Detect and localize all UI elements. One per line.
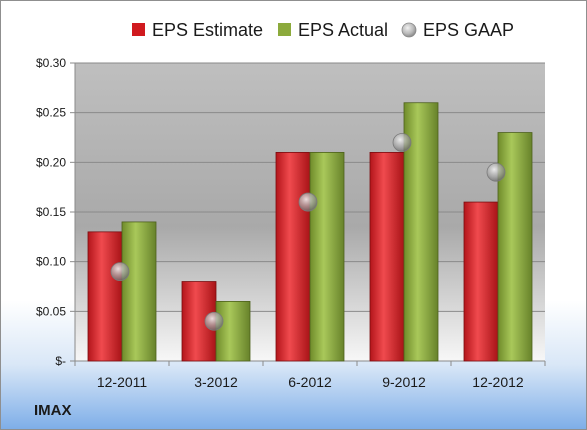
x-category-label: 12-2012 — [472, 374, 524, 390]
y-tick-label: $0.10 — [36, 255, 66, 269]
eps-estimate-bar — [275, 151, 311, 362]
y-tick-label: $- — [55, 354, 66, 368]
eps-actual-bar — [215, 300, 251, 362]
legend-label: EPS GAAP — [423, 20, 514, 40]
plot-area: $- $0.05 $0.10 $0.15 $0.20 $0.25 $0.30 12-2011 3… — [36, 56, 546, 390]
y-tick-label: $0.25 — [36, 106, 66, 120]
y-tick-label: $0.05 — [36, 304, 66, 318]
eps-estimate-bar — [463, 201, 499, 362]
eps-gaap-marker — [204, 311, 224, 331]
eps-gaap-marker — [392, 133, 412, 152]
y-tick-label: $0.30 — [36, 56, 66, 70]
x-category-label: 3-2012 — [194, 374, 238, 390]
legend-swatch-eps-actual — [278, 23, 291, 36]
eps-actual-bar — [121, 221, 157, 362]
eps-estimate-bar — [369, 151, 405, 362]
legend-label: EPS Actual — [298, 20, 388, 40]
x-category-label: 12-2011 — [97, 374, 148, 390]
y-tick-label: $0.15 — [36, 205, 66, 219]
eps-gaap-marker — [298, 192, 318, 212]
x-category-label: 9-2012 — [382, 374, 426, 390]
eps-estimate-bar — [87, 231, 123, 362]
eps-actual-bar — [309, 151, 345, 362]
x-category-label: 6-2012 — [288, 374, 332, 390]
legend-swatch-eps-gaap — [401, 22, 417, 38]
eps-gaap-marker — [486, 162, 506, 182]
legend-label: EPS Estimate — [152, 20, 263, 40]
legend: EPS Estimate EPS Actual EPS GAAP — [132, 20, 514, 40]
ticker-label: IMAX — [34, 402, 72, 419]
legend-swatch-eps-estimate — [132, 23, 145, 36]
eps-gaap-marker — [110, 262, 130, 282]
y-tick-label: $0.20 — [36, 155, 66, 169]
